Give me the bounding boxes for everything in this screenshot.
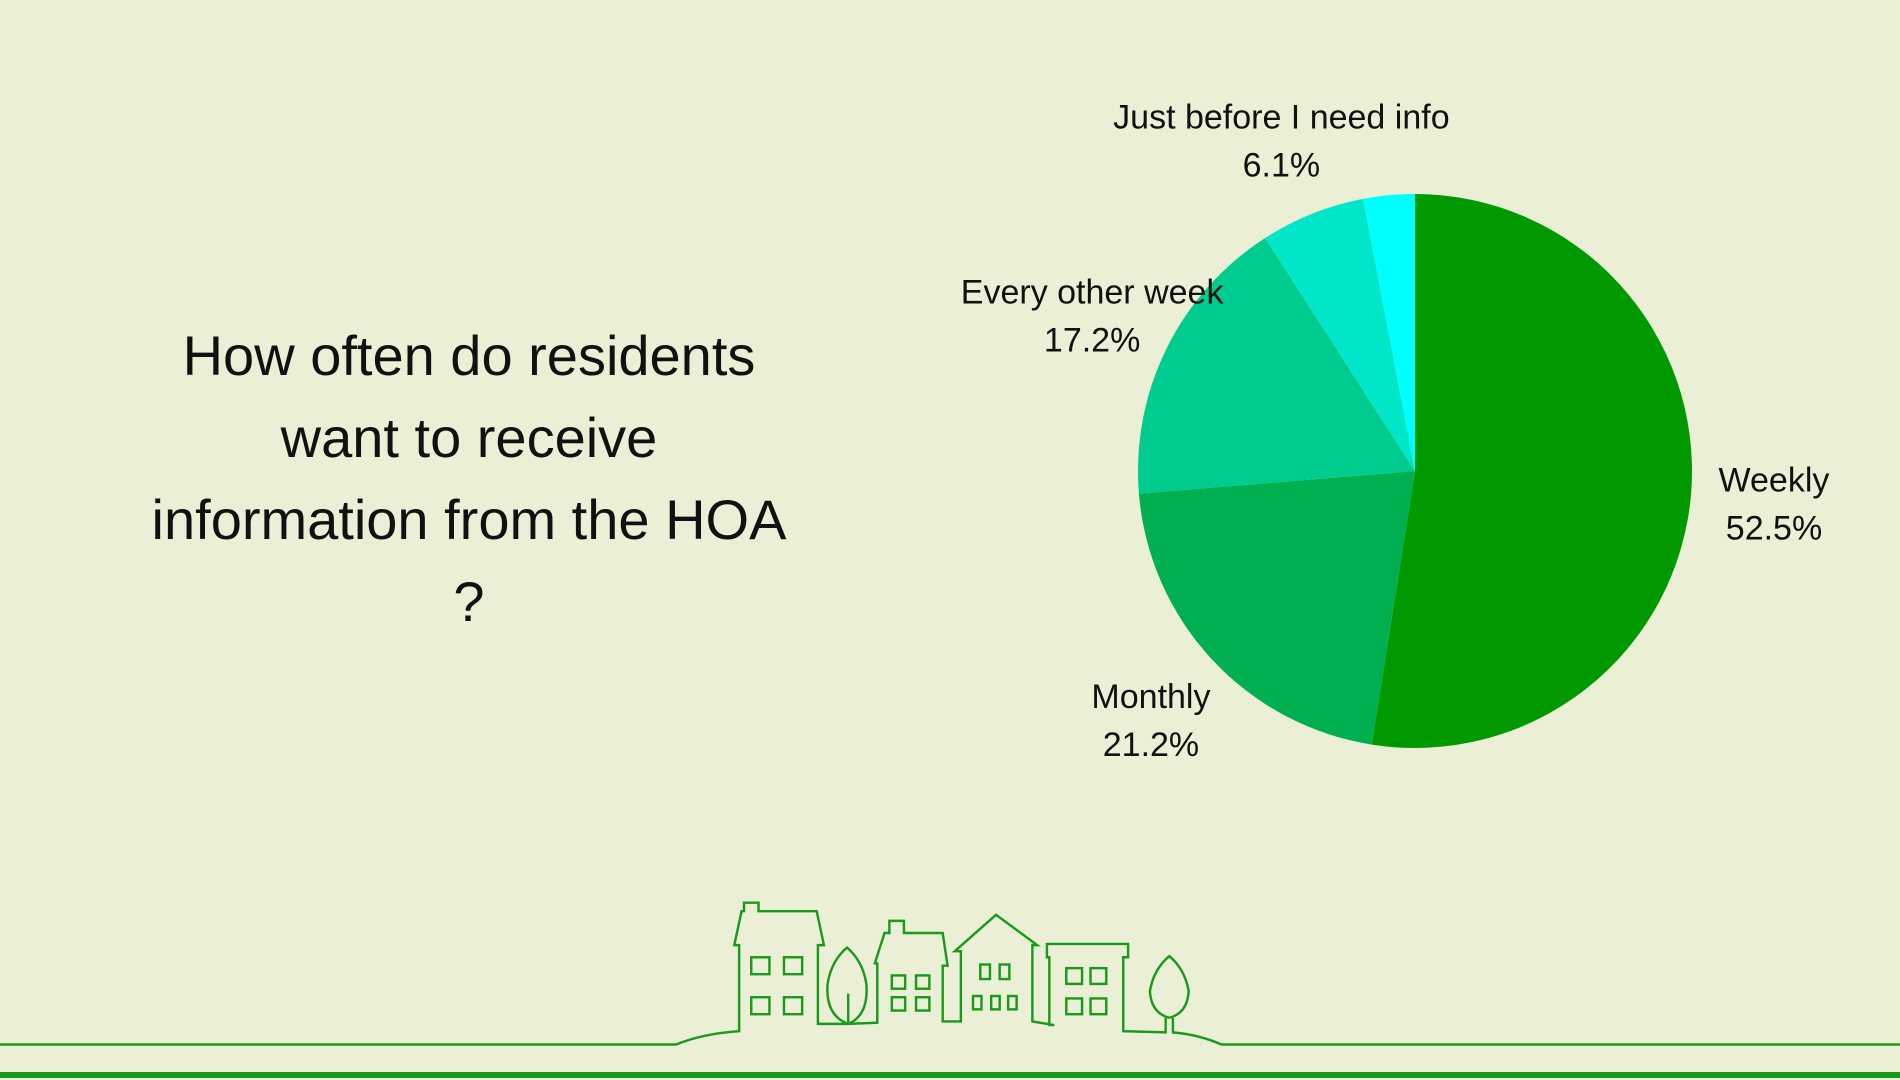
slice-value-label: 6.1% xyxy=(1243,147,1321,185)
footer-bar xyxy=(0,1072,1900,1078)
pie-slice xyxy=(1138,238,1415,494)
pie-slice xyxy=(1371,194,1692,748)
town-illustration xyxy=(0,901,1900,1046)
pie-slice xyxy=(1363,194,1415,471)
slice-label: Just before I need info xyxy=(1113,99,1449,137)
slice-label: Weekly xyxy=(1719,461,1830,499)
slice-label: Monthly xyxy=(1091,678,1210,716)
slice-value-label: 21.2% xyxy=(1103,726,1199,764)
pie-slice xyxy=(1138,471,1415,745)
pie-slice xyxy=(1265,198,1415,471)
slice-value-label: 17.2% xyxy=(1044,322,1140,360)
chart-title: How often do residents want to receive i… xyxy=(151,324,787,633)
slice-label: Every other week xyxy=(961,274,1225,312)
slice-value-label: 52.5% xyxy=(1726,509,1822,547)
